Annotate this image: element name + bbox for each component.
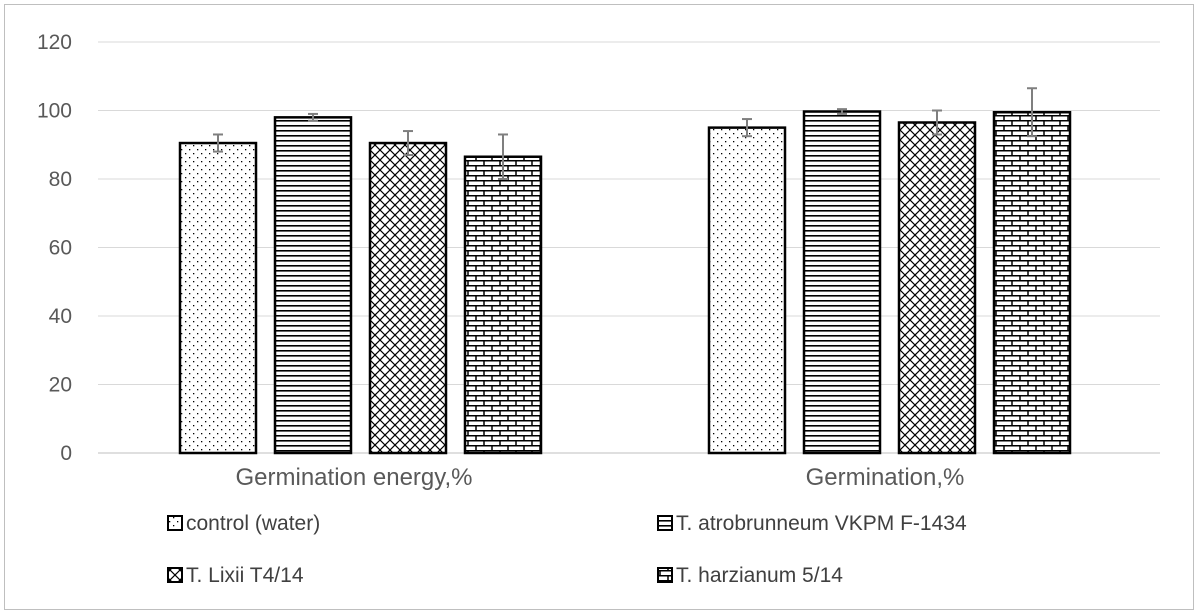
legend-swatch — [657, 567, 673, 583]
bar — [273, 116, 353, 455]
legend-swatch — [167, 515, 183, 531]
bar — [992, 110, 1072, 455]
bar — [178, 141, 258, 455]
y-tick-label: 100 — [37, 100, 72, 123]
legend-label: T. Lixii T4/14 — [186, 564, 304, 587]
category-label: Germination energy,% — [236, 464, 473, 491]
bar — [802, 110, 882, 455]
bars — [178, 110, 1072, 455]
category-labels: Germination energy,% Germination,% — [236, 464, 965, 491]
error-bars — [213, 87, 1037, 180]
y-axis-ticks: 0 20 40 60 80 100 120 — [37, 31, 72, 465]
y-tick-label: 40 — [49, 305, 72, 328]
y-tick-label: 0 — [60, 442, 72, 465]
y-tick-label: 120 — [37, 31, 72, 54]
bar — [463, 155, 543, 455]
y-tick-label: 20 — [49, 374, 72, 397]
bar — [707, 126, 787, 455]
legend: control (water) T. atrobrunneum VKPM F-14… — [167, 512, 967, 587]
bar — [368, 141, 448, 455]
y-tick-label: 60 — [49, 237, 72, 260]
legend-swatch — [657, 515, 673, 531]
bar — [897, 121, 977, 455]
legend-label: T. atrobrunneum VKPM F-1434 — [676, 512, 967, 535]
y-tick-label: 80 — [49, 168, 72, 191]
legend-swatch — [167, 567, 183, 583]
category-label: Germination,% — [806, 464, 965, 491]
legend-label: T. harzianum 5/14 — [676, 564, 843, 587]
legend-label: control (water) — [186, 512, 320, 535]
